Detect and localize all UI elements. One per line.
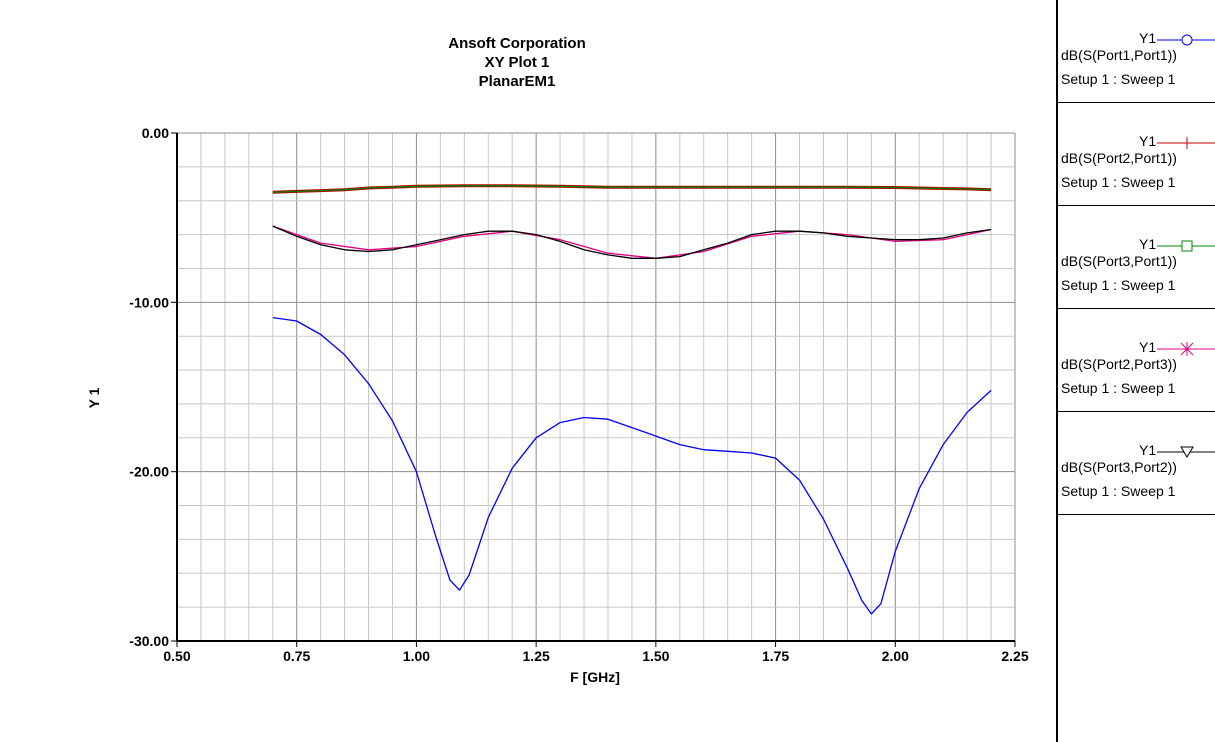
- legend-trace-name: dB(S(Port3,Port2)): [1061, 459, 1177, 475]
- legend-y-label: Y1: [1139, 133, 1157, 149]
- x-tick-label: 1.75: [762, 648, 789, 664]
- legend-setup: Setup 1 : Sweep 1: [1061, 71, 1176, 87]
- x-tick-label: 0.50: [163, 648, 190, 664]
- series-line-dB(S(Port1,Port1)): [272, 316, 992, 615]
- legend-plus-marker-icon: [1157, 137, 1215, 149]
- legend-y-label: Y1: [1139, 236, 1157, 252]
- legend-square-marker-icon: [1157, 240, 1215, 252]
- y-tick-label: 0.00: [142, 125, 169, 141]
- series-line-dB(S(Port3,Port1)): [272, 185, 992, 193]
- y-tick-label: -30.00: [129, 633, 169, 649]
- plot-grid: [176, 132, 1016, 642]
- xy-plot[interactable]: Ansoft Corporation XY Plot 1 PlanarEM1 0…: [0, 0, 1058, 742]
- x-tick-label: 2.00: [882, 648, 909, 664]
- y-axis-label: Y 1: [86, 387, 102, 408]
- x-tick-label: 2.25: [1001, 648, 1028, 664]
- plot-area: Ansoft Corporation XY Plot 1 PlanarEM1 0…: [0, 0, 1058, 742]
- x-tick-label: 1.50: [642, 648, 669, 664]
- legend-entry[interactable]: Y1 dB(S(Port3,Port1)) Setup 1 : Sweep 1: [1058, 206, 1215, 309]
- chart-subtitle-2: PlanarEM1: [479, 73, 556, 90]
- legend-entry[interactable]: Y1 dB(S(Port1,Port1)) Setup 1 : Sweep 1: [1058, 0, 1215, 103]
- series-layer: [272, 184, 992, 615]
- legend-asterisk-marker-icon: [1157, 342, 1215, 356]
- legend-trace-name: dB(S(Port1,Port1)): [1061, 47, 1177, 63]
- legend-entry[interactable]: Y1 dB(S(Port2,Port1)) Setup 1 : Sweep 1: [1058, 103, 1215, 206]
- y-tick-label: -20.00: [129, 464, 169, 480]
- legend-setup: Setup 1 : Sweep 1: [1061, 174, 1176, 190]
- legend-panel: Y1 dB(S(Port1,Port1)) Setup 1 : Sweep 1 …: [1056, 0, 1215, 742]
- legend-trace-name: dB(S(Port2,Port1)): [1061, 150, 1177, 166]
- legend-y-label: Y1: [1139, 30, 1157, 46]
- legend-triangle-down-marker-icon: [1157, 446, 1215, 458]
- legend-setup: Setup 1 : Sweep 1: [1061, 483, 1176, 499]
- series-line-dB(S(Port3,Port2)): [272, 225, 992, 259]
- x-axis-label: F [GHz]: [570, 669, 620, 685]
- y-tick-label: -10.00: [129, 294, 169, 310]
- legend-trace-name: dB(S(Port3,Port1)): [1061, 253, 1177, 269]
- legend-setup: Setup 1 : Sweep 1: [1061, 277, 1176, 293]
- legend-trace-name: dB(S(Port2,Port3)): [1061, 356, 1177, 372]
- plot-axes: 0.50 0.75 1.00 1.25 1.50 1.75 2.00 2.25 0.00 -10.…: [129, 125, 1029, 664]
- legend-y-label: Y1: [1139, 339, 1157, 355]
- legend-circle-marker-icon: [1157, 34, 1215, 46]
- legend-entry[interactable]: Y1 dB(S(Port2,Port3)) Setup 1 : Sweep 1: [1058, 309, 1215, 412]
- legend-entry[interactable]: Y1 dB(S(Port3,Port2)) Setup 1 : Sweep 1: [1058, 412, 1215, 515]
- x-tick-label: 0.75: [283, 648, 310, 664]
- x-tick-label: 1.25: [523, 648, 550, 664]
- x-tick-label: 1.00: [403, 648, 430, 664]
- legend-y-label: Y1: [1139, 442, 1157, 458]
- chart-title: Ansoft Corporation: [448, 35, 585, 52]
- legend-setup: Setup 1 : Sweep 1: [1061, 380, 1176, 396]
- chart-subtitle: XY Plot 1: [485, 54, 550, 71]
- plot-background: [177, 133, 1015, 641]
